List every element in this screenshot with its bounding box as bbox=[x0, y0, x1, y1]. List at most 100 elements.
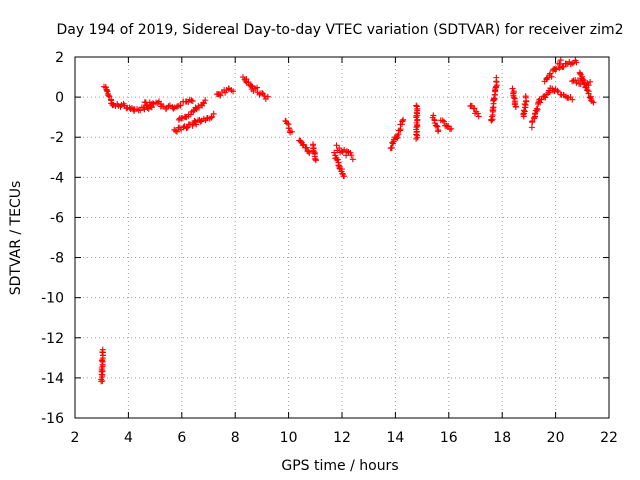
data-point bbox=[439, 117, 446, 124]
data-point bbox=[474, 110, 481, 117]
data-point bbox=[254, 84, 261, 91]
x-tick-label: 20 bbox=[547, 430, 565, 446]
data-point bbox=[312, 157, 319, 164]
data-point bbox=[548, 73, 555, 80]
data-point bbox=[445, 122, 452, 129]
data-point bbox=[297, 138, 304, 145]
data-point bbox=[123, 105, 130, 112]
data-point bbox=[189, 122, 196, 129]
data-point bbox=[264, 93, 271, 100]
data-point bbox=[569, 78, 576, 85]
data-point bbox=[335, 162, 342, 169]
data-point bbox=[509, 85, 516, 92]
data-point bbox=[162, 106, 169, 113]
y-tick-label: -12 bbox=[41, 331, 64, 347]
axis-ticks: 2 4 6 8 10 12 14 16 18 20 22 -16 -14 -12 -10 -8 -6 -4 -2 0 2 bbox=[41, 50, 618, 446]
data-point bbox=[184, 124, 191, 131]
data-point bbox=[187, 111, 194, 118]
data-point bbox=[331, 149, 338, 156]
data-point bbox=[197, 118, 204, 125]
data-point bbox=[585, 90, 592, 97]
data-point bbox=[174, 128, 181, 135]
data-point bbox=[471, 105, 478, 112]
data-point bbox=[285, 125, 292, 132]
data-point bbox=[336, 145, 343, 152]
data-point bbox=[578, 75, 585, 82]
data-point bbox=[534, 106, 541, 113]
data-point bbox=[586, 94, 593, 101]
data-point bbox=[105, 92, 112, 99]
data-point bbox=[165, 103, 172, 110]
x-tick-label: 22 bbox=[600, 430, 618, 446]
y-tick-label: -8 bbox=[50, 251, 64, 267]
x-tick-label: 14 bbox=[386, 430, 404, 446]
data-point bbox=[413, 102, 420, 109]
data-point bbox=[190, 107, 197, 114]
data-point bbox=[584, 86, 591, 93]
data-point bbox=[189, 98, 196, 105]
y-tick-label: -4 bbox=[50, 170, 64, 186]
data-point bbox=[512, 104, 519, 111]
y-axis-label: SDTVAR / TECUs bbox=[8, 181, 24, 296]
data-point bbox=[489, 113, 496, 120]
data-point bbox=[193, 121, 200, 128]
x-tick-label: 4 bbox=[124, 430, 133, 446]
data-point bbox=[208, 113, 215, 120]
data-point bbox=[202, 97, 209, 104]
data-point bbox=[210, 110, 217, 117]
data-point bbox=[200, 100, 207, 107]
x-tick-label: 18 bbox=[493, 430, 511, 446]
data-point bbox=[348, 152, 355, 159]
data-point bbox=[475, 113, 482, 120]
data-point bbox=[288, 128, 295, 135]
data-series bbox=[98, 57, 597, 385]
y-tick-label: -14 bbox=[41, 371, 64, 387]
data-point bbox=[434, 123, 441, 130]
data-point bbox=[245, 79, 252, 86]
data-point bbox=[399, 118, 406, 125]
data-point bbox=[542, 94, 549, 101]
data-point bbox=[333, 142, 340, 149]
data-point bbox=[400, 116, 407, 123]
data-point bbox=[554, 87, 561, 94]
data-point bbox=[103, 87, 110, 94]
data-point bbox=[543, 75, 550, 82]
data-point bbox=[528, 124, 535, 131]
data-point bbox=[183, 125, 190, 132]
data-point bbox=[261, 92, 268, 99]
data-point bbox=[99, 346, 106, 353]
data-point bbox=[590, 99, 597, 106]
data-point bbox=[300, 141, 307, 148]
y-tick-label: 2 bbox=[55, 50, 64, 66]
x-tick-label: 16 bbox=[440, 430, 458, 446]
data-point bbox=[230, 88, 237, 95]
data-point bbox=[537, 99, 544, 106]
data-point bbox=[560, 63, 567, 70]
y-tick-label: -10 bbox=[41, 291, 64, 307]
x-tick-label: 6 bbox=[177, 430, 186, 446]
y-tick-label: -2 bbox=[50, 130, 64, 146]
data-point bbox=[522, 93, 529, 100]
data-point bbox=[144, 102, 151, 109]
data-point bbox=[106, 93, 113, 100]
grid bbox=[75, 57, 609, 418]
data-point bbox=[413, 103, 420, 110]
x-tick-label: 2 bbox=[71, 430, 80, 446]
data-point bbox=[177, 102, 184, 109]
data-point bbox=[306, 150, 313, 157]
data-point bbox=[448, 125, 455, 132]
data-point bbox=[334, 156, 341, 163]
data-point bbox=[553, 66, 560, 73]
data-point bbox=[217, 92, 224, 99]
data-point bbox=[349, 156, 356, 163]
data-point bbox=[579, 76, 586, 83]
data-point bbox=[172, 128, 179, 135]
data-point bbox=[435, 127, 442, 134]
chart-title: Day 194 of 2019, Sidereal Day-to-day VTE… bbox=[57, 22, 624, 38]
data-point bbox=[441, 118, 448, 125]
data-point bbox=[493, 74, 500, 81]
data-point bbox=[191, 117, 198, 124]
data-point bbox=[587, 78, 594, 85]
